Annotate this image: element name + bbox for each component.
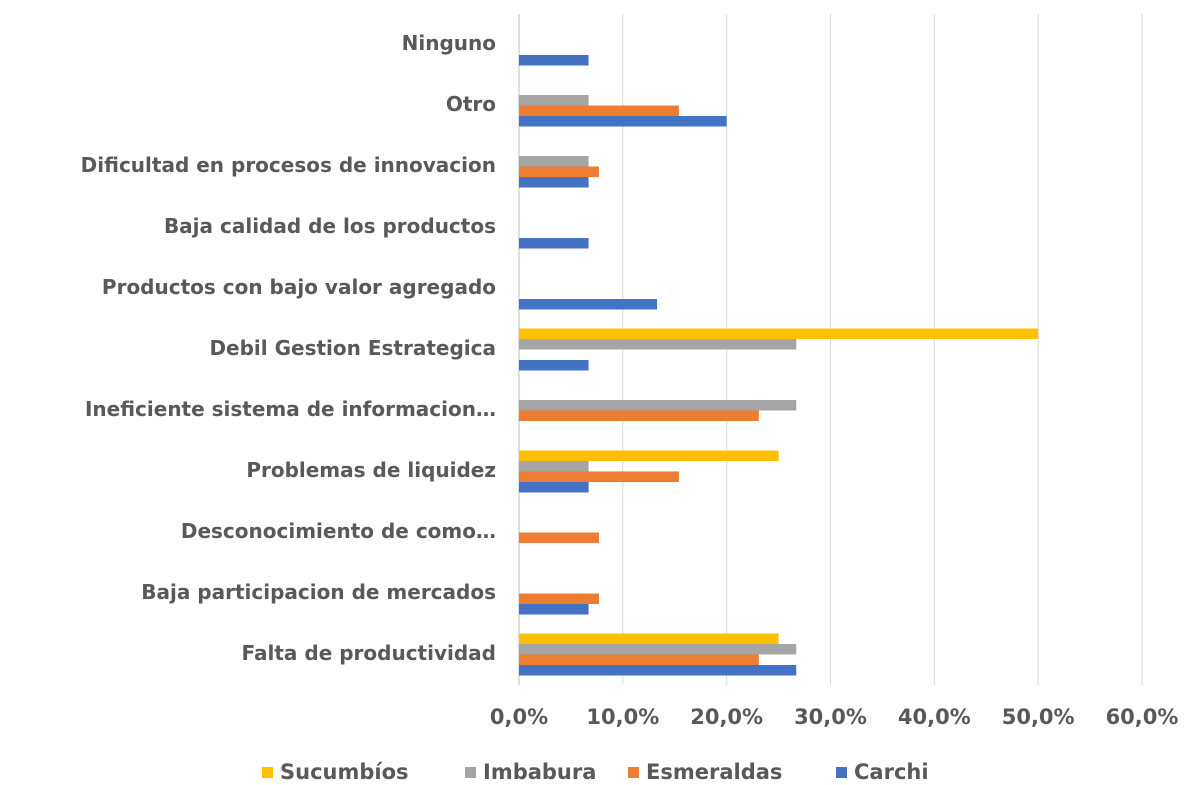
y-tick-label: Ninguno [402, 31, 496, 55]
legend-swatch [628, 767, 639, 778]
bar [519, 95, 589, 106]
bar [519, 400, 797, 411]
bar [519, 177, 589, 188]
y-tick-label: Falta de productividad [242, 641, 496, 665]
x-tick-label: 50,0% [1002, 705, 1075, 729]
x-tick-label: 60,0% [1106, 705, 1179, 729]
bar [519, 166, 599, 177]
bar [519, 410, 759, 421]
y-tick-label: Ineficiente sistema de informacion… [85, 397, 496, 421]
bar [519, 238, 589, 249]
bar [519, 633, 779, 644]
bar [519, 665, 797, 676]
bar [519, 604, 589, 615]
bar [519, 339, 797, 350]
bar [519, 654, 759, 665]
bar [519, 532, 599, 543]
x-tick-label: 20,0% [690, 705, 763, 729]
bar [519, 644, 797, 655]
y-tick-label: Productos con bajo valor agregado [102, 275, 496, 299]
x-tick-label: 10,0% [586, 705, 659, 729]
y-tick-label: Baja calidad de los productos [164, 214, 496, 238]
legend-label: Carchi [854, 760, 929, 784]
bar [519, 360, 589, 371]
x-tick-label: 40,0% [898, 705, 971, 729]
bar [519, 328, 1039, 339]
x-tick-label: 0,0% [490, 705, 548, 729]
legend-label: Sucumbíos [280, 760, 409, 784]
bar [519, 156, 589, 167]
bar [519, 593, 599, 604]
bar [519, 482, 589, 493]
bar [519, 55, 589, 66]
y-tick-label: Otro [446, 92, 496, 116]
legend-swatch [262, 767, 273, 778]
bar [519, 461, 589, 472]
y-tick-label: Problemas de liquidez [246, 458, 496, 482]
bar [519, 471, 679, 482]
bar [519, 299, 658, 310]
legend-label: Imbabura [483, 760, 596, 784]
y-tick-label: Dificultad en procesos de innovacion [81, 153, 496, 177]
legend-label: Esmeraldas [646, 760, 782, 784]
y-tick-label: Debil Gestion Estrategica [209, 336, 496, 360]
y-tick-label: Desconocimiento de como… [181, 519, 496, 543]
legend-swatch [465, 767, 476, 778]
x-tick-label: 30,0% [794, 705, 867, 729]
bar [519, 116, 727, 127]
y-tick-label: Baja participacion de mercados [141, 580, 496, 604]
legend-swatch [836, 767, 847, 778]
bar [519, 450, 779, 461]
bar [519, 105, 679, 116]
